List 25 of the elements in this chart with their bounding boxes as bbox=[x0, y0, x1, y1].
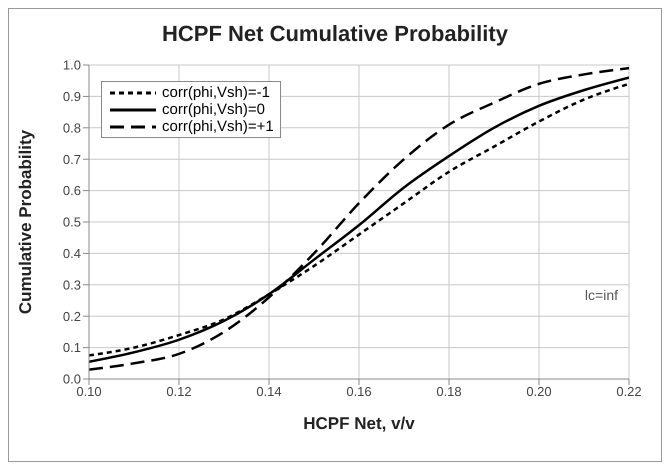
y-tick-label: 0.9 bbox=[62, 89, 81, 104]
x-tick-label: 0.22 bbox=[616, 384, 642, 400]
x-tick-label: 0.14 bbox=[256, 384, 282, 400]
y-tick-label: 0.5 bbox=[62, 214, 81, 230]
x-tick-label: 0.20 bbox=[526, 384, 552, 400]
x-axis-title: HCPF Net, v/v bbox=[303, 414, 416, 433]
x-tick-label: 0.18 bbox=[436, 384, 462, 400]
x-tick-label: 0.16 bbox=[346, 384, 372, 400]
x-tick-label: 0.12 bbox=[166, 384, 192, 400]
y-tick-label: 0.4 bbox=[62, 246, 81, 262]
y-tick-label: 0.8 bbox=[62, 120, 81, 136]
y-axis-title: Cumulative Probability bbox=[16, 129, 36, 314]
y-tick-label: 0.2 bbox=[62, 308, 81, 324]
y-tick-label: 0.6 bbox=[62, 183, 81, 198]
legend-label: corr(phi,Vsh)=0 bbox=[162, 101, 265, 118]
y-tick-label: 0.0 bbox=[62, 372, 81, 387]
y-tick-label: 0.3 bbox=[62, 277, 81, 292]
x-tick-label: 0.10 bbox=[76, 384, 102, 400]
y-tick-label: 0.1 bbox=[62, 340, 81, 356]
chart-title: HCPF Net Cumulative Probability bbox=[161, 21, 509, 47]
legend-label: corr(phi,Vsh)=-1 bbox=[162, 84, 270, 101]
y-tick-label: 0.7 bbox=[62, 152, 81, 167]
legend-label: corr(phi,Vsh)=+1 bbox=[162, 118, 274, 135]
annotation: lc=inf bbox=[582, 287, 621, 303]
y-tick-label: 1.0 bbox=[62, 58, 81, 73]
